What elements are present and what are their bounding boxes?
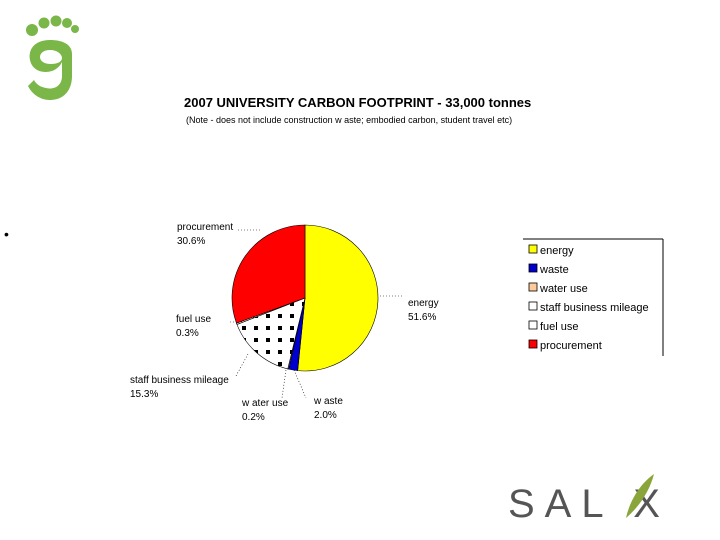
legend-label-procurement: procurement — [540, 340, 602, 352]
slice-value-procurement: 30.6% — [177, 236, 205, 247]
salix-logo: SAL X — [508, 474, 660, 526]
slice-label-water-use: w ater use — [241, 398, 289, 409]
legend-swatch-staff-business-mileage — [528, 301, 538, 311]
leader-lines — [230, 229, 404, 399]
slice-label-fuel-use: fuel use — [176, 314, 211, 325]
salix-leaf-icon — [626, 474, 654, 518]
legend: energy waste water use staff business milea… — [523, 238, 664, 356]
footprint-logo-icon — [26, 15, 79, 100]
legend-label-fuel-use: fuel use — [540, 321, 579, 333]
legend-swatch-water-use — [528, 282, 538, 292]
legend-swatch-procurement — [528, 339, 538, 349]
slice-value-staff-business-mileage: 15.3% — [130, 389, 158, 400]
slice-value-energy: 51.6% — [408, 312, 436, 323]
slice-value-fuel-use: 0.3% — [176, 328, 199, 339]
slice-label-procurement: procurement — [177, 222, 233, 233]
slice-labels: energy 51.6% w aste 2.0% w ater use 0.2% staff… — [130, 222, 439, 423]
legend-swatch-waste — [528, 263, 538, 273]
legend-swatch-fuel-use — [528, 320, 538, 330]
slice-label-staff-business-mileage: staff business mileage — [130, 375, 229, 386]
pie-slice-procurement — [231, 224, 306, 324]
chart-note: (Note - does not include construction w … — [186, 115, 512, 125]
slice-value-water-use: 0.2% — [242, 412, 265, 423]
pie-slice-staff-business-mileage — [236, 297, 306, 370]
legend-label-waste: waste — [539, 264, 569, 276]
bullet-marker: • — [4, 226, 9, 242]
legend-label-staff-business-mileage: staff business mileage — [540, 302, 649, 314]
legend-label-energy: energy — [540, 245, 574, 257]
slice-value-waste: 2.0% — [314, 410, 337, 421]
slice-label-waste: w aste — [313, 396, 343, 407]
leader-line-staff-business-mileage — [235, 353, 249, 377]
pie-slices — [231, 224, 379, 372]
leader-line-water-use — [281, 369, 287, 399]
legend-box — [523, 239, 663, 356]
leader-line-waste — [293, 369, 307, 399]
chart-title: 2007 UNIVERSITY CARBON FOOTPRINT - 33,00… — [184, 95, 531, 110]
legend-swatch-energy — [528, 244, 538, 254]
pie-slice-energy — [297, 224, 379, 372]
slice-label-energy: energy — [408, 298, 439, 309]
legend-label-water-use: water use — [539, 283, 588, 295]
